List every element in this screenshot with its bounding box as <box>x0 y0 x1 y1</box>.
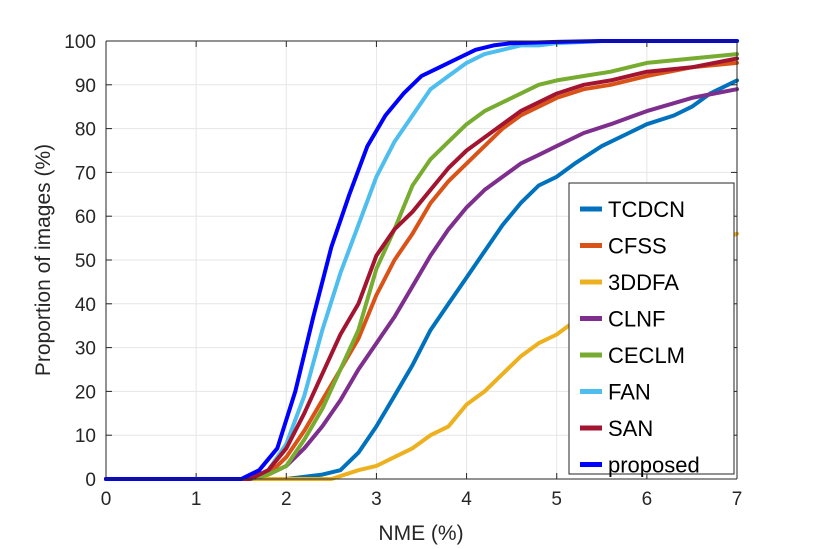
y-tick-label-6: 60 <box>75 207 96 228</box>
x-tick-label-6: 6 <box>642 489 653 510</box>
x-axis-title: NME (%) <box>378 522 463 545</box>
legend-label-cfss: CFSS <box>608 234 667 259</box>
y-tick-label-1: 10 <box>75 426 96 447</box>
y-tick-label-8: 80 <box>75 120 96 141</box>
y-tick-label-7: 70 <box>75 163 96 184</box>
x-tick-label-4: 4 <box>461 489 472 510</box>
x-tick-label-3: 3 <box>371 489 382 510</box>
legend-label-3ddfa: 3DDFA <box>608 270 679 295</box>
axes <box>105 40 738 480</box>
x-tick-label-0: 0 <box>101 489 112 510</box>
series-line-proposed <box>104 39 739 481</box>
series-line-tcdcn <box>104 78 739 481</box>
y-tick-label-3: 30 <box>75 339 96 360</box>
legend-label-ceclm: CECLM <box>608 343 685 368</box>
legend-label-tcdcn: TCDCN <box>608 197 685 222</box>
y-tick-label-0: 0 <box>85 470 96 491</box>
series-line-clnf <box>104 87 739 481</box>
legend-label-san: SAN <box>608 416 653 441</box>
y-tick-label-9: 90 <box>75 76 96 97</box>
x-tick-label-7: 7 <box>732 489 743 510</box>
y-tick-label-2: 20 <box>75 382 96 403</box>
y-tick-label-10: 100 <box>64 32 96 53</box>
legend: TCDCN CFSS 3DDFA CLNF CECLM FAN SAN proposed <box>568 182 735 478</box>
y-tick-label-4: 40 <box>75 295 96 316</box>
series-line-fan <box>104 39 739 481</box>
x-tick-label-2: 2 <box>281 489 292 510</box>
x-tick-label-1: 1 <box>191 489 202 510</box>
legend-label-clnf: CLNF <box>608 307 665 332</box>
y-axis-title: Proportion of images (%) <box>32 144 55 376</box>
y-tick-label-5: 50 <box>75 251 96 272</box>
legend-box <box>568 182 735 475</box>
series-line-ceclm <box>104 52 739 481</box>
series-line-cfss <box>104 60 739 481</box>
legend-label-proposed: proposed <box>608 453 700 478</box>
x-tick-label-5: 5 <box>551 489 562 510</box>
legend-label-fan: FAN <box>608 380 651 405</box>
series-line-san <box>104 56 739 481</box>
